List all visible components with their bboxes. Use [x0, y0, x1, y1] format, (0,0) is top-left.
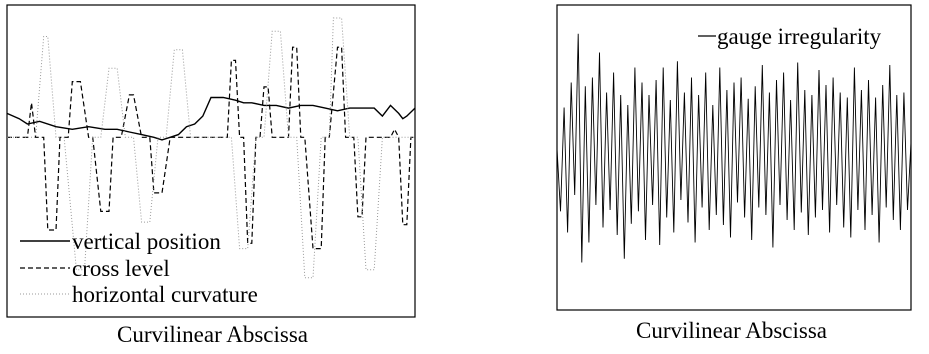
left-plot-area — [6, 17, 416, 279]
legend-label-horizontal-curvature: horizontal curvature — [72, 282, 258, 307]
left-chart-frame — [6, 4, 416, 318]
legend-left: vertical position cross level horizontal… — [20, 229, 258, 307]
legend-right: gauge irregularity — [698, 24, 882, 49]
series-line-cross-level — [7, 46, 415, 250]
right-chart-frame — [556, 4, 912, 311]
series-line-gauge-irregularity — [556, 33, 912, 263]
left-x-axis-label: Curvilinear Abscissa — [117, 322, 308, 347]
left-chart-panel: vertical position cross level horizontal… — [6, 4, 416, 318]
right-plot-area — [556, 33, 912, 263]
series-line-horizontal-curvature — [7, 17, 415, 279]
series-line-vertical-position — [6, 96, 416, 141]
right-x-axis-label: Curvilinear Abscissa — [636, 318, 827, 343]
legend-label-gauge-irregularity: gauge irregularity — [717, 24, 882, 49]
legend-label-cross-level: cross level — [72, 256, 170, 281]
right-chart-panel: gauge irregularity — [556, 4, 912, 311]
legend-label-vertical-position: vertical position — [72, 229, 221, 254]
